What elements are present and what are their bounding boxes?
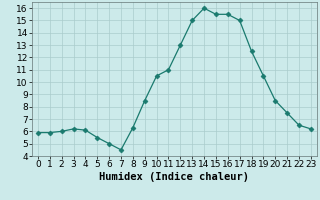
X-axis label: Humidex (Indice chaleur): Humidex (Indice chaleur)	[100, 172, 249, 182]
